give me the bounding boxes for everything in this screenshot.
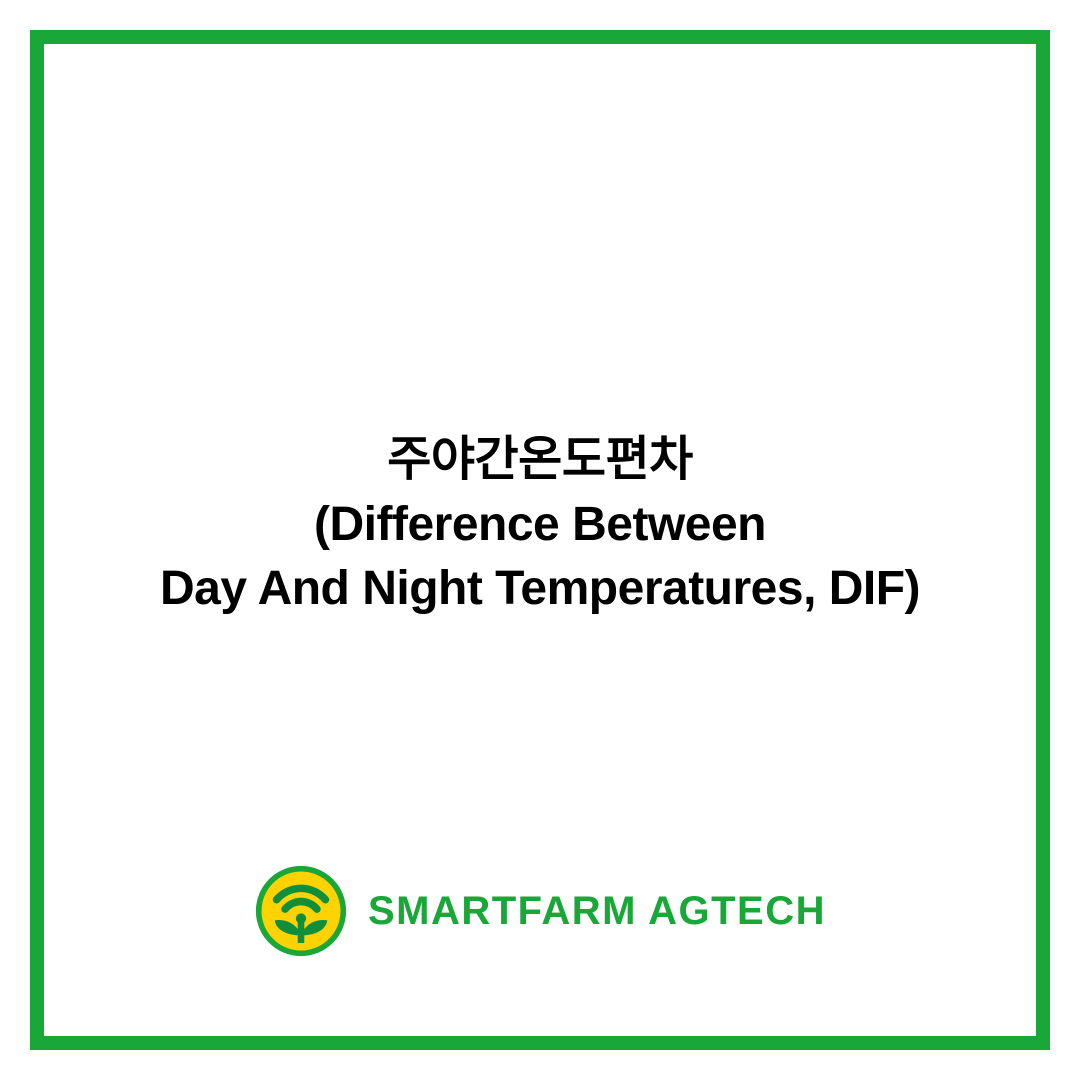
smartfarm-logo-icon	[254, 864, 348, 958]
title-block: 주야간온도편차 (Difference Between Day And Nigh…	[160, 428, 920, 622]
title-line-2: (Difference Between	[160, 493, 920, 558]
title-line-3: Day And Night Temperatures, DIF)	[160, 557, 920, 622]
card-frame: 주야간온도편차 (Difference Between Day And Nigh…	[30, 30, 1050, 1050]
brand-row: SMARTFARM AGTECH	[44, 864, 1036, 958]
title-line-1: 주야간온도편차	[160, 428, 920, 493]
brand-name: SMARTFARM AGTECH	[368, 889, 826, 934]
